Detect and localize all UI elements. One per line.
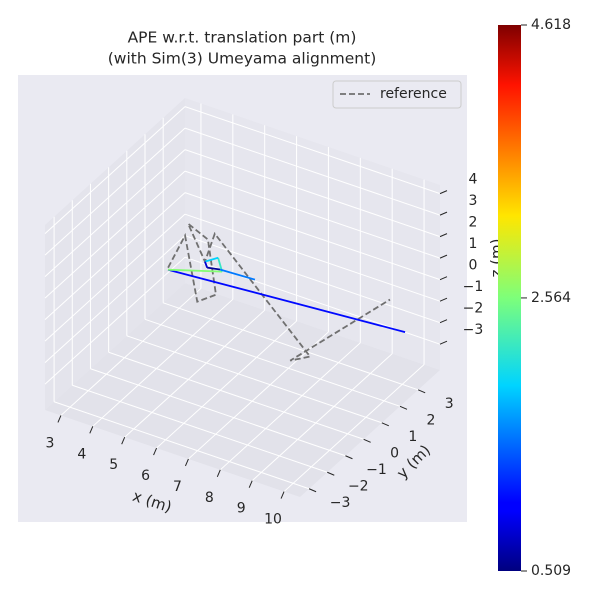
tick-mark: [363, 438, 371, 443]
grid-line: [108, 351, 364, 440]
grid-line: [44, 235, 186, 364]
grid-line: [251, 353, 393, 482]
grid-line: [53, 401, 310, 490]
grid-line: [44, 213, 186, 342]
tick-mark: [399, 405, 408, 410]
estimate-segment: [204, 261, 209, 268]
tick-mark: [308, 488, 317, 493]
tick-mark: [417, 389, 426, 394]
tick-mark: [248, 480, 253, 488]
grid-line: [283, 364, 425, 492]
x-tick-label: 8: [205, 490, 214, 506]
estimate-segment: [219, 268, 256, 281]
tick-mark: [57, 415, 62, 423]
grid-line: [156, 320, 297, 449]
x-tick-label: 3: [45, 435, 54, 451]
grid-line: [72, 384, 328, 473]
tick-mark: [121, 436, 126, 445]
tick-mark: [153, 447, 158, 456]
grid-line: [184, 192, 441, 281]
colorbar-tick-label: 0.509: [531, 563, 571, 579]
grid-line: [144, 318, 401, 407]
legend: reference: [332, 80, 462, 109]
grid-line: [44, 149, 186, 277]
tick-mark: [184, 458, 189, 467]
grid-line: [44, 256, 186, 385]
tick-mark: [439, 340, 448, 345]
grid-line: [44, 170, 186, 299]
tick-mark: [439, 233, 448, 238]
grid-line: [92, 298, 234, 427]
z-tick-label: −2: [463, 301, 484, 317]
grid-line: [44, 127, 186, 256]
tick-mark: [327, 471, 335, 476]
z-tick-label: 0: [469, 258, 478, 274]
reference-line: [167, 222, 391, 362]
tick-mark: [89, 426, 94, 434]
z-tick-label: 2: [469, 215, 478, 231]
tick-mark: [381, 422, 390, 427]
floor-pane: [45, 283, 440, 497]
grid-line: [90, 368, 346, 457]
tick-mark: [439, 276, 448, 281]
y-tick-label: 0: [390, 445, 399, 461]
back-pane: [185, 98, 440, 370]
left-pane: [45, 98, 185, 410]
tick-mark: [280, 491, 285, 499]
tick-mark: [439, 190, 448, 195]
grid-line: [184, 213, 441, 302]
tick-mark: [439, 254, 448, 259]
estimate-segment: [207, 266, 221, 271]
y-tick-label: −1: [366, 462, 387, 478]
chart-title: APE w.r.t. translation part (m): [128, 29, 357, 47]
estimate-segment: [204, 256, 219, 263]
grid-line: [184, 170, 441, 259]
y-tick-label: 1: [408, 429, 417, 445]
x-tick-label: 10: [264, 512, 282, 528]
grid-line: [184, 235, 441, 324]
colorbar-tick-label: 2.564: [531, 290, 571, 306]
grid-line: [219, 342, 361, 471]
estimate-segment: [167, 268, 406, 333]
grid-line: [44, 106, 186, 234]
grid-line: [44, 192, 186, 321]
grid-line: [60, 288, 202, 416]
y-tick-label: 3: [445, 396, 454, 412]
grid-line: [188, 331, 329, 460]
y-tick-label: −2: [348, 478, 369, 494]
colorbar-tick-label: 4.618: [531, 17, 571, 33]
estimate-segment: [168, 268, 223, 273]
grid-line: [124, 309, 266, 438]
legend-box: [332, 80, 462, 109]
grid-line: [163, 302, 419, 391]
z-tick-label: −3: [463, 322, 484, 338]
z-tick-label: 4: [469, 172, 478, 188]
z-tick-label: 3: [469, 193, 478, 209]
y-tick-label: 2: [427, 412, 436, 428]
z-tick-label: 1: [469, 236, 478, 252]
z-tick-label: −1: [463, 279, 484, 295]
tick-mark: [439, 211, 448, 216]
legend-label: reference: [380, 86, 447, 102]
tick-mark: [345, 455, 353, 460]
y-tick-label: −3: [330, 495, 351, 511]
colorbar: [498, 25, 521, 571]
grid-line: [184, 127, 441, 216]
x-tick-label: 7: [173, 479, 182, 495]
x-tick-label: 4: [77, 446, 86, 462]
tick-mark: [216, 469, 221, 478]
tick-mark: [439, 319, 448, 324]
grid-line: [126, 335, 382, 424]
x-tick-label: 6: [141, 468, 150, 484]
chart-subtitle: (with Sim(3) Umeyama alignment): [108, 50, 377, 68]
grid-line: [184, 149, 441, 238]
grid-line: [184, 106, 441, 195]
x-tick-label: 9: [237, 501, 246, 517]
x-tick-label: 5: [109, 457, 118, 473]
tick-mark: [439, 297, 448, 302]
